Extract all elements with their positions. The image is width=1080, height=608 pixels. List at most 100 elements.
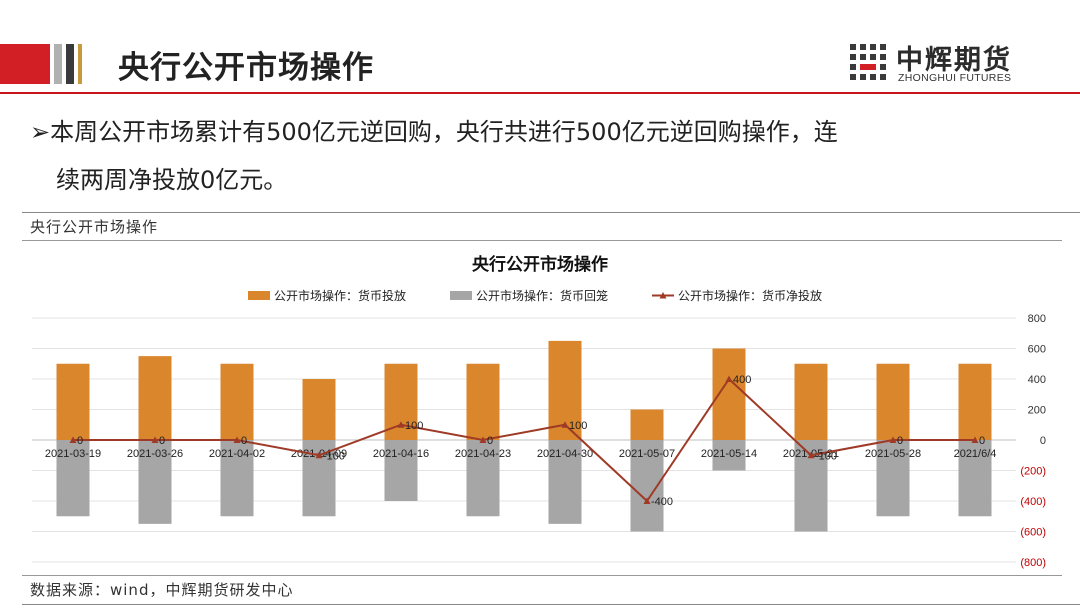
chart-grid (32, 317, 1016, 563)
net-point (971, 436, 979, 443)
bar-withdrawal (220, 440, 254, 517)
net-data-label: 100 (405, 420, 423, 432)
y-tick-label: 400 (1028, 374, 1046, 386)
y-tick-label: (200) (1020, 466, 1046, 478)
bar-withdrawal (56, 440, 90, 517)
legend-marker (659, 292, 667, 299)
footer-rule (22, 604, 1080, 605)
bar-withdrawal (958, 440, 992, 517)
net-point (807, 451, 815, 459)
bullet-line-1: 本周公开市场累计有500亿元逆回购，央行共进行500亿元逆回购操作，连 (50, 118, 838, 146)
bar-injection (958, 363, 992, 440)
net-data-label: -100 (323, 450, 345, 462)
legend-swatch (450, 291, 472, 300)
y-tick-label: 600 (1028, 344, 1046, 356)
net-data-label: 400 (733, 374, 751, 386)
y-tick-label: 200 (1028, 405, 1046, 417)
net-point (397, 421, 405, 428)
chart-legend: 公开市场操作：货币投放 公开市场操作：货币回笼 公开市场操作：货币净投放 (248, 288, 822, 303)
net-data-label: -400 (651, 496, 673, 508)
bar-injection (138, 356, 172, 440)
bar-injection (712, 348, 746, 440)
bar-injection (466, 363, 500, 440)
source-note: 数据来源：wind，中辉期货研发中心 (30, 581, 294, 599)
x-tick-label: 2021-04-23 (455, 448, 511, 460)
bullet-line-2: 续两周净投放0亿元。 (56, 166, 288, 194)
y-tick-label: (800) (1020, 557, 1046, 569)
bar-injection (302, 379, 336, 440)
chart-x-axis: 2021-03-192021-03-262021-04-022021-04-09… (45, 448, 997, 460)
chart-section-label: 央行公开市场操作 (30, 218, 159, 236)
net-point (725, 375, 733, 382)
bar-withdrawal (712, 440, 746, 471)
bar-withdrawal (384, 440, 418, 501)
bar-injection (794, 363, 828, 440)
chart-title: 央行公开市场操作 (472, 254, 608, 275)
legend-item: 公开市场操作：货币投放 (248, 288, 406, 303)
legend-label: 公开市场操作：货币净投放 (678, 288, 822, 303)
x-tick-label: 2021-03-26 (127, 448, 183, 460)
net-point (889, 436, 897, 443)
logo-name-en: ZHONGHUI FUTURES (898, 72, 1012, 84)
net-point (315, 451, 323, 459)
section-top-rule (22, 212, 1080, 213)
y-tick-label: (400) (1020, 496, 1046, 508)
source-rule (22, 575, 1062, 576)
net-data-label: 0 (979, 435, 985, 447)
logo-name-cn: 中辉期货 (896, 45, 1012, 76)
logo-grid-icon (850, 44, 886, 80)
bar-withdrawal (548, 440, 582, 524)
slide-header: 央行公开市场操作 中辉期货 ZHONGHUI FUTURES (0, 40, 1080, 90)
x-tick-label: 2021-04-16 (373, 448, 429, 460)
net-data-label: 0 (241, 435, 247, 447)
company-logo: 中辉期货 ZHONGHUI FUTURES (848, 42, 1038, 86)
legend-swatch (248, 291, 270, 300)
x-tick-label: 2021-05-14 (701, 448, 757, 460)
net-line-series: 0 0 0 -100 100 0 100 -400 400 -100 0 0 (69, 374, 985, 508)
bar-withdrawal (876, 440, 910, 517)
x-tick-label: 2021-05-07 (619, 448, 675, 460)
open-market-chart: 央行公开市场操作 公开市场操作：货币投放 公开市场操作：货币回笼 公开市场操作：货币… (32, 254, 1046, 569)
page-title: 央行公开市场操作 (118, 50, 374, 86)
bar-injection (220, 363, 254, 440)
net-point (643, 497, 651, 504)
legend-label: 公开市场操作：货币回笼 (476, 288, 608, 303)
bar-withdrawal (138, 440, 172, 524)
bar-injection (630, 409, 664, 440)
net-point (479, 436, 487, 443)
net-point (151, 436, 159, 443)
net-point (561, 421, 569, 428)
net-point (69, 436, 77, 443)
y-tick-label: 0 (1040, 435, 1046, 447)
header-stripe-gold (78, 44, 82, 84)
net-point (233, 436, 241, 443)
bar-injection (876, 363, 910, 440)
bar-injection (56, 363, 90, 440)
net-line (73, 377, 975, 503)
chart-bars (56, 340, 992, 532)
section-rule (22, 240, 1062, 241)
legend-item: 公开市场操作：货币净投放 (652, 288, 822, 303)
chart-y-axis: 800 600 400 200 0 (200) (400) (600) (800) (1020, 313, 1046, 569)
net-data-label: 0 (897, 435, 903, 447)
x-tick-label: 2021-04-30 (537, 448, 593, 460)
bullet-marker: ➢ (30, 118, 51, 146)
y-tick-label: (600) (1020, 527, 1046, 539)
x-tick-label: 2021-05-28 (865, 448, 921, 460)
x-tick-label: 2021/6/4 (954, 448, 997, 460)
net-data-label: 0 (487, 435, 493, 447)
header-divider (0, 92, 1080, 94)
legend-item: 公开市场操作：货币回笼 (450, 288, 608, 303)
net-data-label: 0 (77, 435, 83, 447)
x-tick-label: 2021-03-19 (45, 448, 101, 460)
y-tick-label: 800 (1028, 313, 1046, 325)
net-data-label: -100 (815, 450, 837, 462)
header-red-bar (0, 44, 50, 84)
x-tick-label: 2021-04-02 (209, 448, 265, 460)
net-data-label: 0 (159, 435, 165, 447)
legend-label: 公开市场操作：货币投放 (274, 288, 406, 303)
header-stripe-dark (66, 44, 74, 84)
summary-bullet: ➢本周公开市场累计有500亿元逆回购，央行共进行500亿元逆回购操作，连 续两周… (30, 108, 1070, 204)
header-stripe-grey (54, 44, 62, 84)
bar-withdrawal (466, 440, 500, 517)
